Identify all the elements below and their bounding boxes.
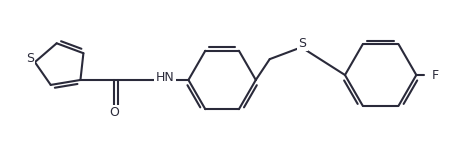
Text: S: S xyxy=(299,37,306,50)
Text: HN: HN xyxy=(156,71,174,84)
Text: O: O xyxy=(109,106,119,119)
Text: F: F xyxy=(432,69,439,82)
Text: S: S xyxy=(26,52,34,65)
